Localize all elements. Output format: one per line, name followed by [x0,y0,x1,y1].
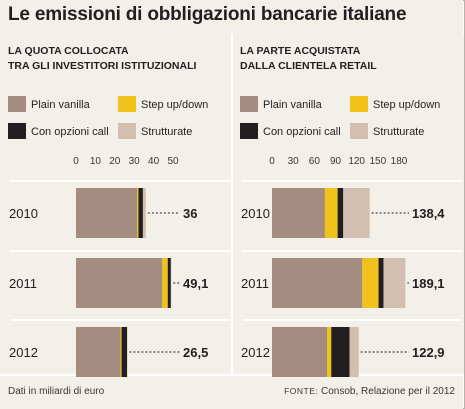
source-note: FONTE: Consob, Relazione per il 2012 [284,386,455,397]
right-legend-swatch-4 [350,123,368,139]
left-legend-label-1: Plain vanilla [31,99,91,111]
source-text: Consob, Relazione per il 2012 [318,386,455,397]
source-label: FONTE: [284,386,319,396]
right-bar-2011-plain-vanilla [272,258,363,308]
left-chart-title-line-2: TRA GLI INVESTITORI ISTITUZIONALI [8,60,196,72]
left-legend-swatch-1 [8,96,26,112]
units-note: Dati in miliardi di euro [8,386,105,397]
right-bar-2012-step-up-down [327,327,332,377]
right-legend-swatch-1 [240,96,258,112]
right-total-label-2010: 138,4 [412,206,445,221]
right-bar-2010-plain-vanilla [272,188,325,238]
right-x-tick-label-150: 150 [369,156,386,167]
right-x-tick-label-180: 180 [391,156,408,167]
right-x-tick-label-60: 60 [309,156,321,167]
right-bar-2011-step-up-down [362,258,379,308]
left-category-label-2010: 2010 [9,206,38,221]
left-legend-swatch-2 [118,96,136,112]
right-bar-2011-strutturate [383,258,406,308]
right-x-tick-label-120: 120 [348,156,365,167]
left-legend-swatch-4 [118,123,136,139]
left-category-label-2012: 2012 [9,345,38,360]
right-legend-swatch-3 [240,123,258,139]
right-category-label-2012: 2012 [241,345,270,360]
right-bar-2012-strutturate [349,327,359,377]
left-category-label-2011: 2011 [9,276,37,291]
left-legend-swatch-3 [8,123,26,139]
left-bar-2011-step-up-down [162,258,168,308]
right-x-tick-label-30: 30 [288,156,300,167]
left-x-tick-label-20: 20 [109,156,121,167]
left-x-tick-label-10: 10 [90,156,102,167]
right-legend-label-3: Con opzioni call [263,126,341,138]
right-x-tick-label-0: 0 [269,156,275,167]
right-bar-2011-con-opzioni-call [378,258,384,308]
right-bar-2010-strutturate [343,188,370,238]
left-total-label-2011: 49,1 [183,276,208,291]
left-legend-label-2: Step up/down [141,99,208,111]
left-chart-title-line-1: LA QUOTA COLLOCATA [8,45,129,57]
left-x-tick-label-40: 40 [148,156,160,167]
right-chart-title-line-2: DALLA CLIENTELA RETAIL [240,60,377,72]
left-bar-2010-strutturate [142,188,146,238]
left-bar-2010-plain-vanilla [76,188,138,238]
left-total-label-2012: 26,5 [183,345,208,360]
left-bar-2012-con-opzioni-call [121,327,128,377]
left-bar-2010-con-opzioni-call [138,188,143,238]
right-chart-title-line-1: LA PARTE ACQUISTATA [240,45,361,57]
right-legend-label-4: Strutturate [373,126,424,138]
right-x-tick-label-90: 90 [330,156,342,167]
left-bar-2011-plain-vanilla [76,258,163,308]
left-legend-label-4: Strutturate [141,126,192,138]
right-category-label-2010: 2010 [241,206,270,221]
right-bar-2012-con-opzioni-call [331,327,350,377]
right-total-label-2012: 122,9 [412,345,445,360]
left-total-label-2010: 36 [183,206,197,221]
title-bar: Le emissioni di obbligazioni bancarie it… [0,0,463,34]
panel-separator [231,34,233,374]
right-category-label-2011: 2011 [241,276,269,291]
page-title: Le emissioni di obbligazioni bancarie it… [8,4,407,25]
right-total-label-2011: 189,1 [412,276,445,291]
right-legend-swatch-2 [350,96,368,112]
left-bar-2012-step-up-down [120,327,122,377]
left-bar-2011-con-opzioni-call [167,258,171,308]
left-bar-2012-plain-vanilla [76,327,121,377]
left-legend-label-3: Con opzioni call [31,126,109,138]
right-legend-label-1: Plain vanilla [263,99,323,111]
left-bar-2010-step-up-down [137,188,139,238]
right-bar-2012-plain-vanilla [272,327,328,377]
right-bar-2010-step-up-down [324,188,338,238]
left-x-tick-label-50: 50 [167,156,179,167]
right-legend-label-2: Step up/down [373,99,440,111]
left-x-tick-label-30: 30 [129,156,141,167]
footer [0,374,463,409]
left-x-tick-label-0: 0 [73,156,79,167]
right-bar-2010-con-opzioni-call [337,188,344,238]
